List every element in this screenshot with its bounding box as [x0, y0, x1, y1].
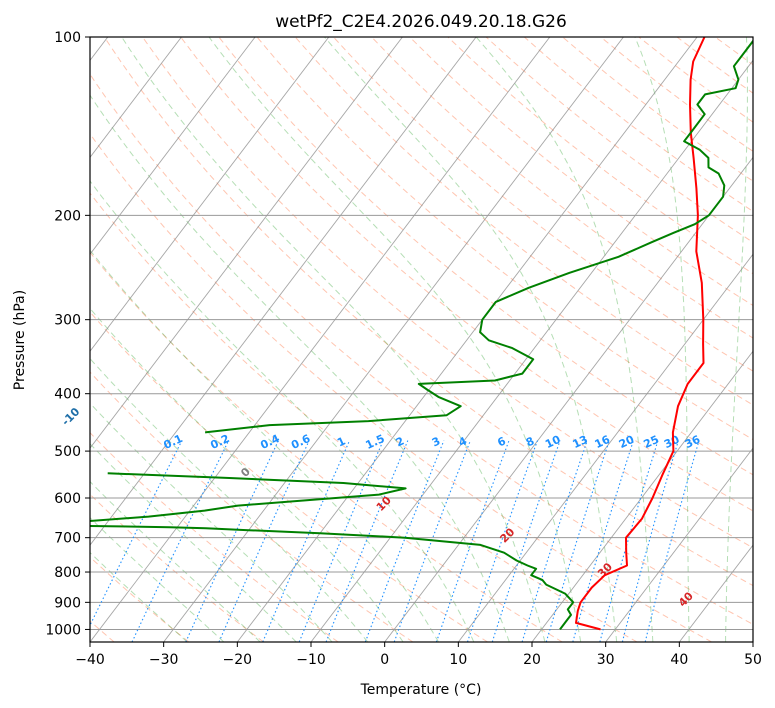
isotherm-line: [236, 37, 698, 642]
isotherm-line: [90, 37, 182, 159]
isotherm-line: [605, 447, 753, 642]
moist-adiabat-line: [90, 249, 439, 642]
y-tick-label: 100: [54, 30, 81, 46]
x-tick-label: 50: [744, 652, 762, 668]
dewpoint-line: [90, 472, 575, 631]
moist-adiabat-line: [208, 37, 582, 642]
moist-adiabat-line: [90, 307, 404, 642]
isotherm-line: [90, 37, 477, 546]
y-tick-label: 700: [54, 531, 81, 547]
y-tick-label: 400: [54, 387, 81, 403]
mixing-ratio-line: [621, 440, 679, 642]
moist-adiabat-line: [90, 551, 188, 642]
dry-adiabat-line: [90, 251, 563, 642]
isotherm-line: [90, 37, 403, 449]
y-tick-label: 200: [54, 208, 81, 224]
moist-adiabat-line: [121, 37, 546, 642]
isotherm-line: [90, 37, 551, 642]
dry-adiabat-line: [333, 37, 753, 372]
mixing-ratio-line: [185, 440, 279, 642]
mixing-ratio-line: [90, 440, 183, 627]
mixing-ratio-line: [599, 440, 659, 642]
mixing-ratio-line: [298, 440, 384, 642]
y-tick-label: 300: [54, 313, 81, 329]
moist-adiabat-line: [90, 516, 225, 642]
isotherm-line: [90, 37, 256, 256]
y-tick-label: 800: [54, 565, 81, 581]
mixing-ratio-line: [435, 440, 510, 642]
isotherm-line: [531, 350, 753, 642]
mixing-ratio-line: [644, 440, 700, 642]
dewpoint-line: [204, 39, 753, 434]
mixing-ratio-label: 10: [543, 433, 563, 451]
chart-title: wetPf2_C2E4.2026.049.20.18.G26: [275, 12, 567, 32]
x-tick-label: −20: [223, 652, 253, 668]
dry-adiabat-line: [90, 73, 753, 625]
dry-adiabat-line: [90, 556, 190, 642]
dry-adiabat-line: [256, 37, 753, 441]
mixing-ratio-label: 13: [571, 433, 590, 451]
moist-adiabat-line: [725, 37, 748, 642]
isotherm-line: [90, 37, 330, 352]
dry-adiabat-line: [90, 371, 414, 642]
x-tick-label: −10: [296, 652, 326, 668]
temperature-line: [575, 37, 706, 631]
isotherm-line: [384, 156, 753, 642]
dry-adiabat-line: [90, 132, 712, 642]
mixing-ratio-line: [572, 440, 634, 642]
y-tick-label: 900: [54, 595, 81, 611]
x-tick-label: 0: [380, 652, 389, 668]
isotherm-line: [457, 253, 753, 642]
x-tick-label: 40: [670, 652, 688, 668]
x-tick-label: −30: [149, 652, 179, 668]
moist-adiabat-line: [475, 37, 654, 642]
moist-adiabat-line: [90, 443, 297, 642]
moist-adiabat-line: [323, 37, 618, 642]
x-tick-label: −40: [75, 652, 105, 668]
moist-adiabat-line: [90, 357, 369, 642]
x-tick-label: 20: [523, 652, 541, 668]
moist-adiabat-line: [90, 94, 510, 642]
x-tick-label: 10: [449, 652, 467, 668]
y-axis-label: Pressure (hPa): [12, 290, 28, 390]
mixing-ratio-line: [393, 440, 471, 642]
dry-adiabat-line: [90, 431, 339, 642]
mixing-ratio-label: 20: [617, 433, 637, 451]
isotherm-line: [310, 59, 753, 642]
moist-adiabat-line: [634, 37, 690, 642]
dry-adiabat-line: [294, 37, 753, 406]
x-tick-label: 30: [597, 652, 615, 668]
y-tick-label: 500: [54, 444, 81, 460]
mixing-ratio-label: 30: [662, 433, 682, 451]
mixing-ratio-line: [218, 440, 310, 642]
x-axis-label: Temperature (°C): [360, 682, 482, 698]
y-tick-label: 600: [54, 491, 81, 507]
background-lines: [90, 37, 753, 642]
mixing-ratio-label: 36: [683, 433, 703, 451]
plot-frame: [89, 36, 754, 643]
mixing-ratio-label: 16: [593, 433, 613, 451]
axes: −40 −30 −20 −10 0 10 20 30 40 50 100 200 300 400 500 60…: [45, 30, 762, 668]
mixing-ratio-line: [262, 440, 351, 642]
moist-adiabat-line: [90, 402, 333, 642]
moist-adiabat-line: [90, 480, 261, 642]
mixing-ratio-line: [521, 440, 588, 642]
mixing-ratio-label: 25: [642, 433, 661, 451]
y-tick-label: 1000: [45, 622, 81, 638]
profile-lines: [90, 37, 753, 631]
isotherm-line: [163, 37, 624, 642]
mixing-ratio-line: [545, 440, 610, 642]
